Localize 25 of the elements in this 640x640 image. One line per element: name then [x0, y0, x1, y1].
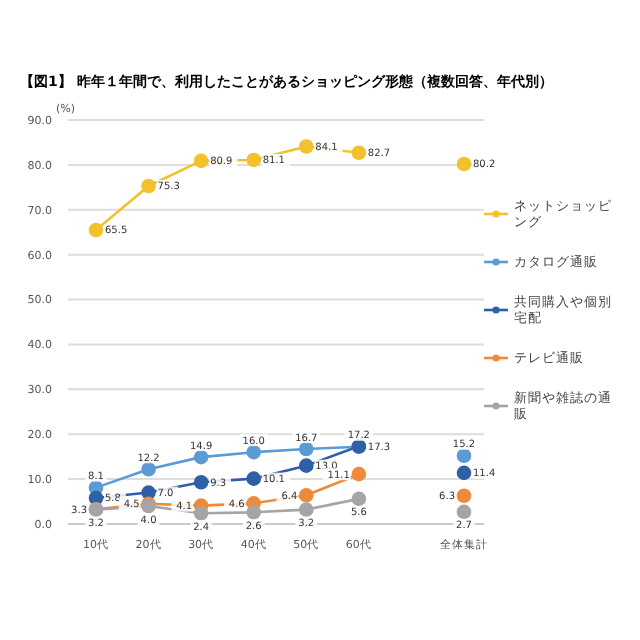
point [456, 488, 472, 504]
point [456, 156, 472, 172]
point [351, 491, 367, 507]
point [88, 222, 104, 238]
point [141, 461, 156, 477]
point [298, 441, 314, 457]
point [193, 505, 209, 521]
point [351, 145, 367, 161]
point [456, 504, 472, 520]
point [141, 178, 156, 194]
point [456, 465, 472, 481]
point [298, 139, 314, 154]
point [246, 471, 262, 486]
point [351, 466, 367, 482]
point [193, 153, 209, 169]
point [246, 152, 262, 168]
point [298, 458, 314, 473]
point [246, 505, 262, 520]
point [193, 449, 209, 465]
point [298, 502, 314, 517]
point [456, 448, 472, 464]
point [193, 474, 209, 490]
point [298, 487, 314, 503]
point [141, 485, 156, 500]
point [246, 444, 262, 460]
